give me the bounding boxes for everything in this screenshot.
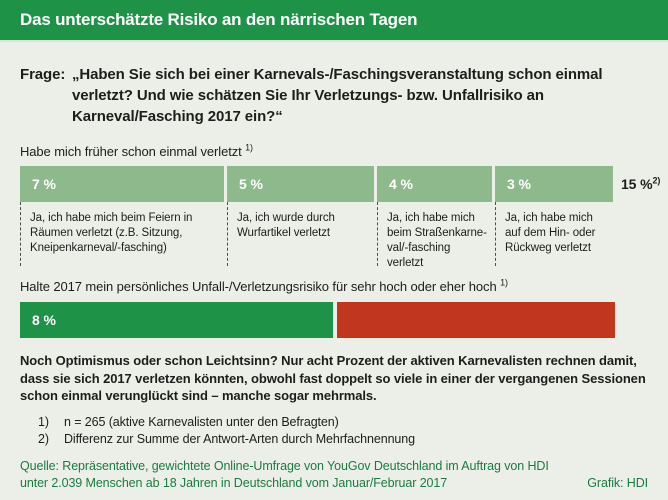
footnotes-block: 1) n = 265 (aktive Karnevalisten unter d… xyxy=(20,414,648,448)
chart1-total-value: 15 % xyxy=(621,176,653,192)
bar2-green-value: 8 % xyxy=(32,312,56,328)
header-bar: Das unterschätzte Risiko an den närrisch… xyxy=(0,0,668,42)
footnote-1-number: 1) xyxy=(38,414,49,429)
chart1-title-text: Habe mich früher schon einmal verletzt xyxy=(20,144,242,159)
chart1-category-labels: Ja, ich habe mich beim Feiern in Räumen … xyxy=(20,202,613,269)
bar2-red-segment xyxy=(337,302,615,338)
content-area: Frage: „Haben Sie sich bei einer Karneva… xyxy=(0,64,668,492)
chart1-stacked-bar: 7 % 5 % 4 % 3 % xyxy=(20,166,613,202)
bar-segment-travel: 3 % xyxy=(495,166,613,202)
category-label-throwing: Ja, ich wurde durch Wurfartikel verletzt xyxy=(227,202,374,266)
bar-segment-indoor: 7 % xyxy=(20,166,224,202)
footnote-ref-1: 1) xyxy=(245,142,253,153)
footnote-ref-1: 1) xyxy=(500,277,508,288)
question-block: Frage: „Haben Sie sich bei einer Karneva… xyxy=(20,64,648,127)
chart1-title: Habe mich früher schon einmal verletzt 1… xyxy=(20,142,648,159)
source-text: Quelle: Repräsentative, gewichtete Onlin… xyxy=(20,458,549,490)
bar-segment-value: 4 % xyxy=(389,176,413,192)
chart1-bar-row: 7 % 5 % 4 % 3 % 15 %2) xyxy=(20,166,660,202)
bar2-green-segment: 8 % xyxy=(20,302,333,338)
category-label-street: Ja, ich habe mich beim Straßenkarne­val/… xyxy=(377,202,492,269)
footnote-2: 2) Differenz zur Summe der Antwort-Arten… xyxy=(38,431,648,448)
footnote-1-text: n = 265 (aktive Karnevalisten unter den … xyxy=(64,414,339,429)
bar-segment-street: 4 % xyxy=(377,166,492,202)
chart2-title: Halte 2017 mein persönliches Unfall-/Ver… xyxy=(20,277,648,294)
bar-segment-throwing: 5 % xyxy=(227,166,374,202)
footnote-2-text: Differenz zur Summe der Antwort-Arten du… xyxy=(64,431,415,446)
footnote-ref-2: 2) xyxy=(652,175,661,186)
bar-segment-value: 7 % xyxy=(32,176,56,192)
chart2-title-text: Halte 2017 mein persönliches Unfall-/Ver… xyxy=(20,279,497,294)
graphic-credit: Grafik: HDI xyxy=(587,475,648,490)
footnote-2-number: 2) xyxy=(38,431,49,446)
question-label: Frage: xyxy=(20,66,66,83)
chart2-stacked-bar: 8 % xyxy=(20,302,615,338)
source-block: Quelle: Repräsentative, gewichtete Onlin… xyxy=(20,458,648,492)
bar-segment-value: 5 % xyxy=(239,176,263,192)
commentary-text: Noch Optimismus oder schon Leichtsinn? N… xyxy=(20,353,646,403)
category-label-indoor: Ja, ich habe mich beim Feiern in Räumen … xyxy=(20,202,224,266)
category-label-travel: Ja, ich habe mich auf dem Hin- oder Rück… xyxy=(495,202,613,266)
chart1-total: 15 %2) xyxy=(621,176,660,192)
bar-segment-value: 3 % xyxy=(507,176,531,192)
page-title: Das unterschätzte Risiko an den närrisch… xyxy=(20,10,418,29)
footnote-1: 1) n = 265 (aktive Karnevalisten unter d… xyxy=(38,414,648,431)
question-text: „Haben Sie sich bei einer Karnevals-/Fas… xyxy=(72,66,603,125)
